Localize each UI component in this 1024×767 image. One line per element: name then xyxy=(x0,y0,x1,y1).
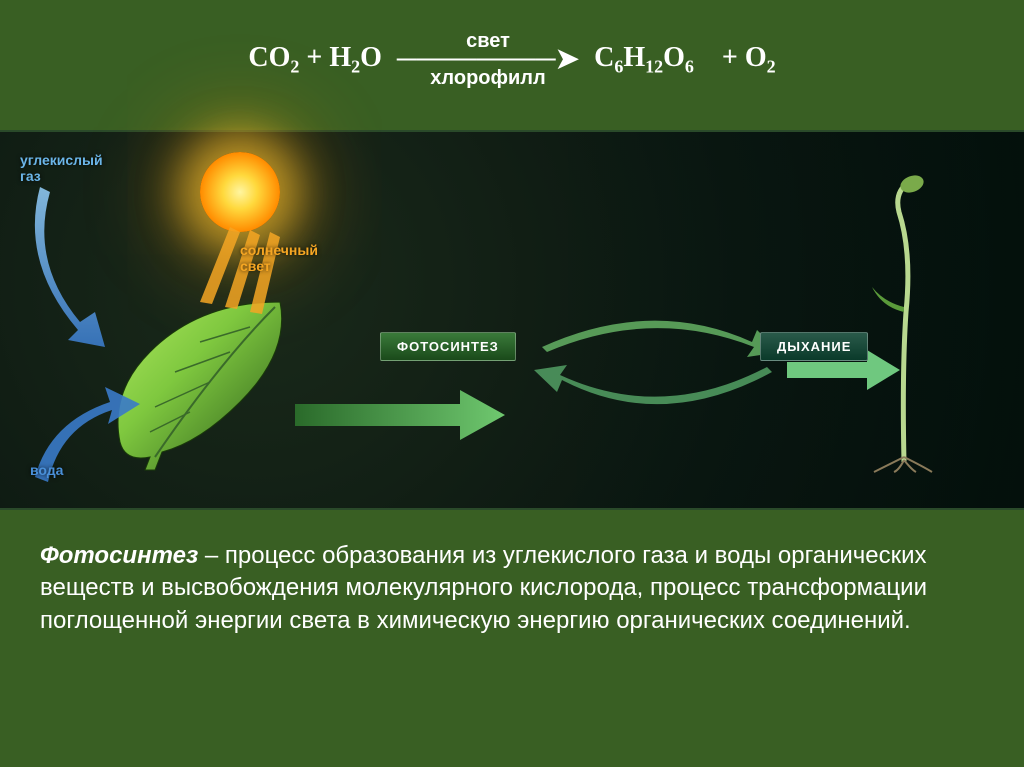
photosynthesis-badge: ФОТОСИНТЕЗ xyxy=(380,332,516,361)
respiration-badge: ДЫХАНИЕ xyxy=(760,332,868,361)
water-label: вода xyxy=(30,462,63,478)
sprout-icon xyxy=(854,172,954,472)
oxygen-arrow-icon xyxy=(532,362,782,432)
photosynthesis-equation: CO2 + H2O свет ────────➤ хлорофилл C6H12… xyxy=(0,30,1024,90)
process-arrow-icon xyxy=(290,382,510,452)
definition-text: Фотосинтез – процесс образования из угле… xyxy=(40,540,984,637)
co2-arrow-icon xyxy=(20,162,170,362)
definition-term: Фотосинтез xyxy=(40,542,198,569)
co2-label: углекислый газ xyxy=(20,152,103,184)
reactant-h2o: H xyxy=(329,42,351,73)
product-oxygen: O2 xyxy=(745,42,776,73)
respiration-panel: сахара (химическая энергия) кислород эне… xyxy=(512,132,1024,508)
sugar-arrow-icon xyxy=(532,302,782,362)
process-diagram: углекислый газ солнечный свет вода xyxy=(0,130,1024,510)
reactant-co2: CO xyxy=(248,42,290,73)
reaction-arrow: свет ────────➤ хлорофилл xyxy=(397,30,579,90)
product-glucose: C6H12O6 xyxy=(594,42,701,73)
sunlight-label: солнечный свет xyxy=(240,242,318,274)
water-arrow-icon xyxy=(20,382,170,502)
photosynthesis-panel: углекислый газ солнечный свет вода xyxy=(0,132,512,508)
